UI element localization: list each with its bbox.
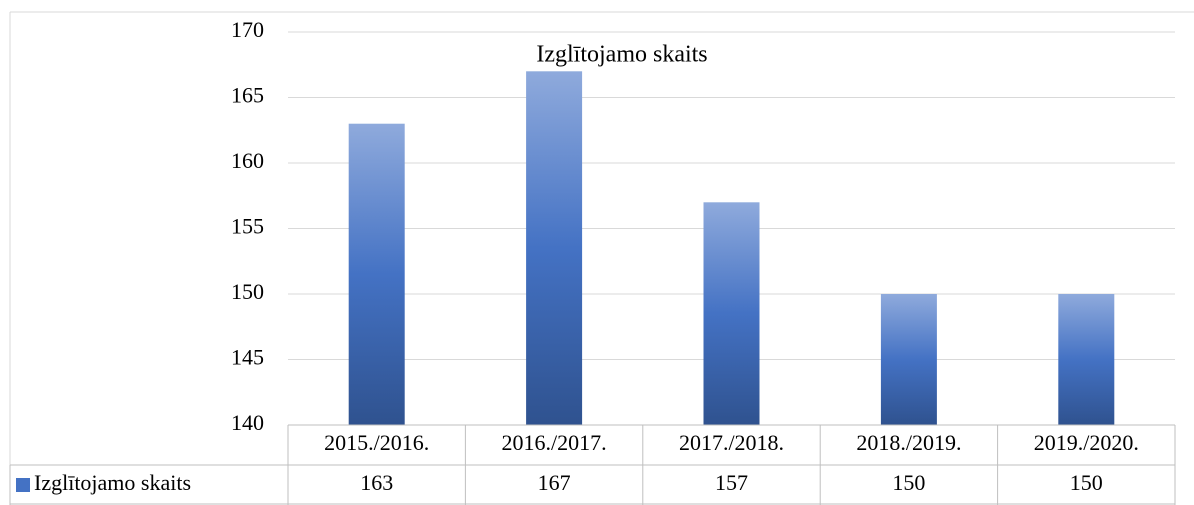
x-tick-label: 2016./2017. <box>502 430 607 455</box>
table-value: 167 <box>538 470 571 495</box>
bar <box>348 123 405 425</box>
table-value: 163 <box>360 470 393 495</box>
x-tick-label: 2018./2019. <box>856 430 961 455</box>
table-value: 157 <box>715 470 748 495</box>
y-tick-label: 155 <box>231 214 264 239</box>
y-tick-label: 145 <box>231 345 264 370</box>
legend-label: Izglītojamo skaits <box>34 470 191 495</box>
x-tick-label: 2015./2016. <box>324 430 429 455</box>
bar <box>880 294 937 425</box>
bar <box>1058 294 1115 425</box>
table-value: 150 <box>892 470 925 495</box>
y-tick-label: 165 <box>231 83 264 108</box>
chart-title: Izglītojamo skaits <box>536 42 707 68</box>
y-tick-label: 170 <box>231 17 264 42</box>
legend-key <box>16 478 30 492</box>
bar <box>703 202 760 425</box>
table-value: 150 <box>1070 470 1103 495</box>
y-tick-label: 150 <box>231 279 264 304</box>
x-tick-label: 2017./2018. <box>679 430 784 455</box>
x-tick-label: 2019./2020. <box>1034 430 1139 455</box>
bar <box>526 71 583 426</box>
y-tick-label: 140 <box>231 410 264 435</box>
y-tick-label: 160 <box>231 148 264 173</box>
